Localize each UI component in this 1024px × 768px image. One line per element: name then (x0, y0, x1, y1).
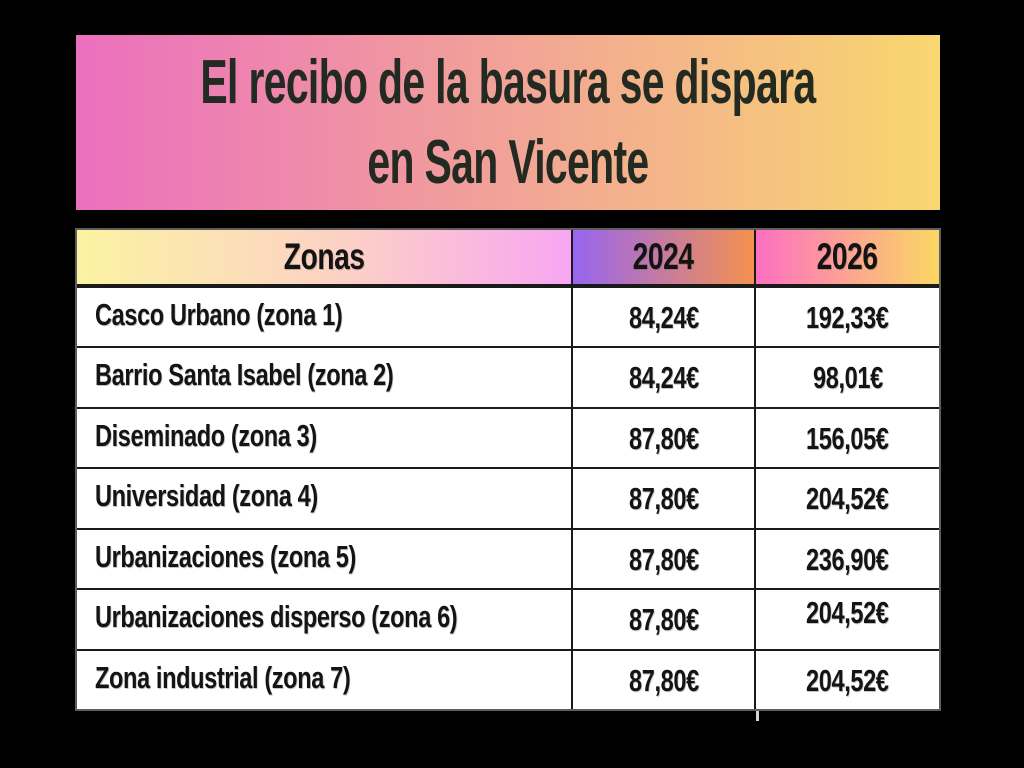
zone-cell-row-2: Barrio Santa Isabel (zona 2) (77, 348, 571, 407)
zone-label: Casco Urbano (zona 1) (95, 297, 343, 332)
banner-title-line-2-text: en San Vicente (367, 127, 649, 197)
value-2026: 204,52€ (806, 662, 889, 698)
header-cell-2026: 2026 (756, 230, 939, 286)
value-2024: 87,80€ (628, 420, 699, 456)
value-2026: 98,01€ (812, 360, 883, 396)
table-border-artifact (756, 711, 759, 721)
banner-title-line-1-text: El recibo de la basura se dispara (200, 47, 816, 117)
value-2024-cell-row-7: 87,80€ (573, 650, 754, 709)
value-2026: 204,52€ (806, 481, 889, 517)
header-label-zonas: Zonas (283, 235, 365, 277)
value-2024: 87,80€ (628, 481, 699, 517)
zone-cell-row-5: Urbanizaciones (zona 5) (77, 529, 571, 589)
header-label-2026: 2026 (816, 235, 879, 277)
zone-label: Urbanizaciones disperso (zona 6) (95, 599, 458, 635)
value-2024-cell-row-1: 84,24€ (573, 288, 754, 347)
value-2024: 87,80€ (628, 541, 699, 577)
value-2026-cell-row-6: 204,52€ (756, 590, 939, 649)
value-2026-cell-row-2: 98,01€ (756, 348, 939, 407)
zone-cell-row-7: Zona industrial (zona 7) (77, 650, 571, 709)
value-2026-cell-row-5: 236,90€ (756, 529, 939, 589)
value-2024-cell-row-4: 87,80€ (573, 469, 754, 528)
zone-label: Zona industrial (zona 7) (95, 659, 351, 695)
value-2024-cell-row-2: 84,24€ (573, 348, 754, 407)
value-2024-cell-row-6: 87,80€ (573, 590, 754, 649)
zone-cell-row-1: Casco Urbano (zona 1) (77, 288, 571, 347)
value-2024: 87,80€ (628, 662, 699, 698)
value-2024: 84,24€ (628, 300, 699, 335)
header-cell-zonas: Zonas (77, 230, 571, 286)
value-2026-cell-row-3: 156,05€ (756, 408, 939, 468)
value-2024: 87,80€ (628, 602, 699, 638)
zone-label: Barrio Santa Isabel (zona 2) (95, 357, 394, 393)
zone-cell-row-6: Urbanizaciones disperso (zona 6) (77, 590, 571, 649)
value-2024: 84,24€ (628, 360, 699, 396)
zone-cell-row-4: Universidad (zona 4) (77, 469, 571, 528)
banner-title-line-1: El recibo de la basura se dispara (42, 47, 974, 117)
value-2026: 236,90€ (806, 541, 889, 577)
value-2024-cell-row-3: 87,80€ (573, 408, 754, 468)
banner-title-line-2: en San Vicente (295, 127, 721, 197)
value-2026-cell-row-1: 192,33€ (756, 288, 939, 347)
header-label-2024: 2024 (632, 235, 695, 277)
header-cell-2024: 2024 (573, 230, 754, 286)
value-2026: 192,33€ (806, 300, 889, 335)
zone-cell-row-3: Diseminado (zona 3) (77, 408, 571, 468)
value-2026: 156,05€ (806, 420, 889, 456)
zone-label: Universidad (zona 4) (95, 478, 318, 514)
value-2024-cell-row-5: 87,80€ (573, 529, 754, 589)
zone-label: Urbanizaciones (zona 5) (95, 538, 356, 574)
value-2026-cell-row-4: 204,52€ (756, 469, 939, 528)
title-banner: El recibo de la basura se dispara en San… (76, 35, 940, 210)
rates-table: Zonas 2024 2026 Casco Urbano (zona 1) 84… (75, 228, 941, 711)
value-2026-cell-row-7: 204,52€ (756, 650, 939, 709)
value-2026: 204,52€ (806, 595, 889, 631)
zone-label: Diseminado (zona 3) (95, 417, 317, 453)
